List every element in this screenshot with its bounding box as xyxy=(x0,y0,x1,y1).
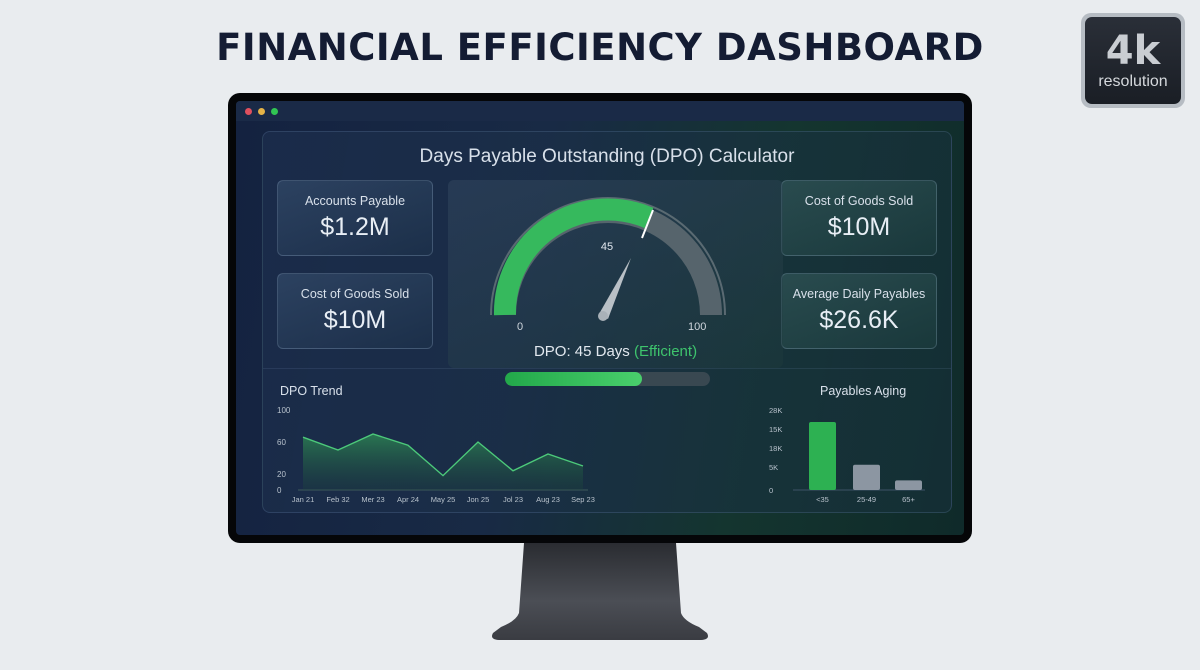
x-tick-label: 25-49 xyxy=(857,495,876,504)
payables-aging-chart: 28K 15K 18K 5K 0 <35 25-49 65+ xyxy=(769,406,925,504)
kpi-value: $1.2M xyxy=(320,213,390,241)
monitor-stand xyxy=(492,543,708,640)
kpi-value: $10M xyxy=(323,306,387,334)
kpi-label: Cost of Goods Sold xyxy=(300,287,410,301)
bar xyxy=(853,464,880,490)
kpi-cogs-left: Cost of Goods Sold $10M xyxy=(277,273,433,349)
screen: Days Payable Outstanding (DPO) Calculato… xyxy=(236,101,964,535)
x-tick-label: Feb 32 xyxy=(326,495,349,504)
x-tick-label: <35 xyxy=(816,495,829,504)
badge-resolution-text: resolution xyxy=(1098,72,1168,90)
y-tick-label: 28K xyxy=(769,406,782,415)
bar xyxy=(809,422,836,490)
kpi-accounts-payable: Accounts Payable $1.2M xyxy=(277,180,433,256)
y-tick-label: 15K xyxy=(769,425,782,434)
dpo-days-text: DPO: 45 Days xyxy=(533,343,630,360)
x-tick-label: 65+ xyxy=(902,495,915,504)
dpo-progress-bar xyxy=(505,372,710,386)
dpo-status-text: (Efficient) xyxy=(633,343,698,360)
gauge-max-label: 100 xyxy=(688,321,706,333)
kpi-value: $10M xyxy=(827,213,891,241)
kpi-average-daily-payables: Average Daily Payables $26.6K xyxy=(781,273,937,349)
x-tick-label: Jon 25 xyxy=(467,495,490,504)
dpo-trend-title: DPO Trend xyxy=(280,384,343,398)
dpo-result: DPO: 45 Days (Efficient) xyxy=(448,343,783,360)
resolution-badge: 4k resolution xyxy=(1081,13,1185,108)
dpo-gauge: 45 0 100 xyxy=(490,197,726,333)
y-tick-label: 18K xyxy=(769,444,782,453)
kpi-label: Average Daily Payables xyxy=(792,287,926,301)
x-tick-label: Jan 21 xyxy=(292,495,315,504)
x-tick-label: Sep 23 xyxy=(571,495,595,504)
y-tick-label: 0 xyxy=(769,486,773,495)
y-tick-label: 100 xyxy=(277,406,291,415)
app-title: Days Payable Outstanding (DPO) Calculato… xyxy=(419,146,795,167)
badge-4k-text: 4k xyxy=(1105,27,1161,74)
payables-aging-title: Payables Aging xyxy=(820,384,907,398)
y-tick-label: 5K xyxy=(769,463,778,472)
close-window-button[interactable] xyxy=(245,107,252,115)
monitor: Days Payable Outstanding (DPO) Calculato… xyxy=(228,93,972,543)
kpi-label: Cost of Goods Sold xyxy=(804,194,914,208)
kpi-value: $26.6K xyxy=(819,306,899,334)
window-titlebar xyxy=(236,101,964,121)
kpi-cogs-right: Cost of Goods Sold $10M xyxy=(781,180,937,256)
dpo-trend-chart: 100 60 20 0 Jan 21 Feb 32 Mer 23 Apr 24 May 25 Jo… xyxy=(277,406,595,504)
x-tick-label: Aug 23 xyxy=(536,495,560,504)
maximize-window-button[interactable] xyxy=(271,107,278,115)
charts-strip xyxy=(263,368,951,512)
gauge-min-label: 0 xyxy=(517,321,523,333)
y-tick-label: 60 xyxy=(277,438,286,447)
minimize-window-button[interactable] xyxy=(258,107,265,115)
page-title: FINANCIAL EFFICIENCY DASHBOARD xyxy=(216,26,984,69)
dpo-calculator-panel: Days Payable Outstanding (DPO) Calculato… xyxy=(262,131,952,513)
x-tick-label: Jol 23 xyxy=(503,495,523,504)
kpi-label: Accounts Payable xyxy=(304,194,406,208)
y-tick-label: 0 xyxy=(277,486,282,495)
bar xyxy=(895,480,922,490)
dpo-gauge-card: 45 0 100 DPO: 45 Days (Efficient) xyxy=(448,180,783,368)
x-tick-label: Mer 23 xyxy=(361,495,384,504)
x-tick-label: May 25 xyxy=(431,495,456,504)
progress-fill xyxy=(505,372,643,386)
y-tick-label: 20 xyxy=(277,470,286,479)
gauge-value-label: 45 xyxy=(601,241,613,253)
x-tick-label: Apr 24 xyxy=(397,495,419,504)
